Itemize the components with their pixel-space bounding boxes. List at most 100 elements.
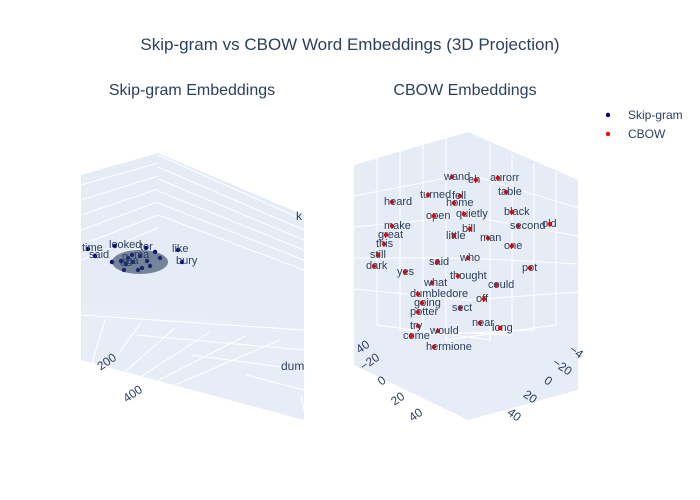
cbow-point: who	[459, 252, 480, 264]
left-tick-400: 400	[120, 382, 145, 405]
cbow-point: bill	[462, 223, 475, 235]
cbow-point: quietly	[456, 208, 488, 220]
cbow-word-label: long	[492, 322, 513, 334]
cbow-point: off	[476, 293, 489, 305]
cbow-word-label: pot	[522, 262, 537, 274]
cbow-word-label: wand	[443, 171, 470, 183]
cbow-title: CBOW Embeddings	[393, 82, 536, 99]
cbow-marker	[485, 235, 491, 241]
cbow-marker	[415, 323, 421, 329]
cbow-word-label: aurorr	[490, 172, 520, 184]
cbow-word-label: yes	[397, 266, 415, 278]
cbow-word-label: open	[426, 210, 450, 222]
cbow-word-label: could	[488, 279, 514, 291]
cbow-marker	[503, 189, 509, 195]
cbow-marker	[431, 213, 437, 219]
cbow-point: this	[376, 238, 394, 250]
left-grid	[81, 154, 304, 425]
legend-label-skipgram: Skip-gram	[628, 108, 683, 122]
cbow-marker	[493, 282, 499, 288]
skipgram-marker	[92, 253, 98, 259]
cbow-word-label: this	[376, 238, 394, 250]
cbow-marker	[429, 280, 435, 286]
cbow-point: dark	[366, 260, 388, 272]
cbow-marker	[477, 320, 483, 326]
cbow-marker	[461, 211, 467, 217]
skipgram-word-label: like	[172, 243, 189, 255]
cbow-word-label: turned	[420, 189, 451, 201]
cbow-point: potter	[410, 306, 438, 318]
skipgram-word-label: bury	[176, 255, 198, 267]
cbow-word-label: fell	[452, 190, 466, 202]
cbow-point: man	[480, 232, 501, 244]
cbow-word-label: near	[472, 317, 494, 329]
cbow-word-label: sect	[452, 302, 472, 314]
cbow-point: what	[423, 277, 447, 289]
cbow-word-label: little	[446, 230, 466, 242]
skipgram-marker	[179, 259, 185, 265]
cbow-word-label: bill	[462, 223, 475, 235]
legend-item-skipgram[interactable]: Skip-gram	[605, 108, 683, 122]
skipgram-marker	[175, 247, 181, 253]
cbow-word-label: off	[476, 293, 489, 305]
right-ltick-3: 20	[388, 389, 407, 408]
cbow-marker	[509, 243, 515, 249]
cbow-point: would	[429, 325, 459, 337]
cbow-marker	[415, 291, 421, 297]
cbow-point: aurorr	[490, 172, 520, 184]
cbow-word-label: old	[542, 218, 557, 230]
cbow-marker	[431, 344, 437, 350]
legend-marker-cbow	[605, 131, 611, 137]
skipgram-word-label: said	[89, 249, 109, 261]
cbow-point: hermione	[426, 341, 472, 353]
cbow-word-label: who	[459, 252, 480, 264]
skipgram-word-label: tor	[140, 241, 153, 253]
cbow-point: sect	[452, 302, 472, 314]
skipgram-points: lookedtimesaidtorlikegburycaedma	[82, 239, 198, 274]
cbow-word-label: dark	[366, 260, 388, 272]
cbow-point: heard	[384, 196, 412, 208]
cbow-marker	[425, 192, 431, 198]
left-axis-fragment-k: k	[296, 209, 303, 223]
legend[interactable]: Skip-gram CBOW	[605, 108, 683, 141]
cbow-word-label: heard	[384, 196, 412, 208]
cbow-word-label: black	[504, 206, 530, 218]
cbow-point: could	[488, 279, 514, 291]
cbow-point: great	[378, 229, 403, 241]
right-ltick-4: 40	[406, 405, 425, 424]
cbow-word-label: come	[403, 330, 430, 342]
cbow-point: black	[504, 206, 530, 218]
cbow-word-label: would	[429, 325, 459, 337]
skipgram-title: Skip-gram Embeddings	[109, 82, 275, 99]
cbow-marker	[547, 221, 553, 227]
cbow-point: near	[472, 317, 494, 329]
cbow-marker	[383, 232, 389, 238]
cbow-marker	[495, 175, 501, 181]
cbow-word-label: table	[498, 186, 522, 198]
cbow-word-label: what	[423, 277, 447, 289]
cbow-point: pot	[522, 262, 537, 274]
cbow-point: come	[403, 330, 430, 342]
cbow-point: home	[446, 197, 474, 209]
right-floor-right	[468, 320, 578, 420]
cbow-word-label: home	[446, 197, 474, 209]
skipgram-dense-cluster	[112, 250, 168, 274]
skipgram-point: looked	[109, 239, 141, 251]
legend-item-cbow[interactable]: CBOW	[605, 127, 666, 141]
skipgram-point: like	[172, 243, 189, 255]
cbow-marker	[419, 300, 425, 306]
cbow-point: second	[510, 220, 545, 232]
skipgram-scene[interactable]: lookedtimesaidtorlikegburycaedma Skip-gr…	[81, 82, 304, 425]
cbow-point: old	[542, 218, 557, 230]
cbow-word-label: quietly	[456, 208, 488, 220]
cbow-word-label: second	[510, 220, 545, 232]
cbow-marker	[527, 265, 533, 271]
cbow-marker	[497, 325, 503, 331]
cbow-point: yes	[397, 266, 415, 278]
cbow-point: open	[426, 210, 450, 222]
cbow-point: try	[410, 320, 423, 332]
right-floor-left	[354, 320, 468, 420]
cbow-point: one	[504, 240, 522, 252]
cbow-word-label: thought	[450, 270, 487, 282]
